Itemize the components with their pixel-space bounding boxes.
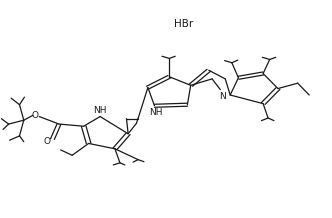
Text: O: O [44, 137, 51, 146]
Text: O: O [32, 111, 39, 120]
Text: NH: NH [93, 106, 107, 115]
Text: NH: NH [149, 108, 162, 117]
Text: N: N [219, 92, 226, 101]
Text: HBr: HBr [175, 19, 194, 29]
